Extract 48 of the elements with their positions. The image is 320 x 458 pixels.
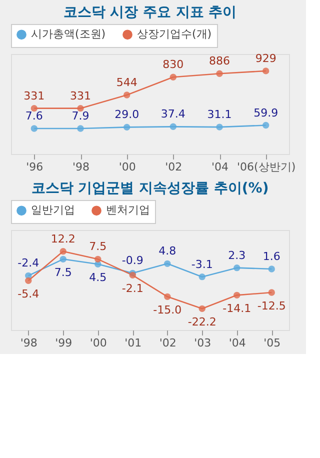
legend-label: 시가총액(조원)	[31, 28, 106, 41]
legend-label: 벤처기업	[106, 204, 150, 217]
data-label: -14.1	[222, 302, 252, 316]
data-label: 37.4	[160, 108, 186, 121]
x-tick-label: '98	[20, 336, 38, 350]
x-tick-label: '04	[228, 336, 246, 350]
data-label: -22.2	[188, 316, 216, 329]
data-label: 929	[255, 52, 276, 65]
data-label: 2.3	[228, 248, 246, 262]
data-label: -3.1	[191, 258, 213, 271]
data-label: 1.6	[262, 250, 280, 263]
data-label: 12.2	[50, 232, 76, 246]
data-label: 830	[162, 58, 184, 72]
data-label: -2.1	[122, 282, 144, 296]
data-label: 7.9	[72, 110, 90, 123]
data-label: 7.5	[89, 240, 107, 254]
x-tick-label: '03	[194, 336, 212, 350]
chart-title: 코스닥 기업군별 지속성장률 추이(%)	[31, 180, 269, 196]
data-label: 4.8	[158, 244, 176, 258]
x-tick-label: '00	[90, 336, 107, 350]
data-label: 29.0	[114, 108, 140, 122]
x-tick-label: '98	[72, 160, 90, 174]
data-label: -5.4	[18, 288, 40, 301]
x-tick-label: '02	[165, 160, 182, 174]
x-tick-label: '06(상반기)	[237, 160, 296, 174]
data-label: 886	[209, 54, 230, 68]
data-label: 4.5	[89, 271, 107, 284]
data-label: -12.5	[257, 300, 286, 312]
x-tick-label: '02	[159, 336, 176, 350]
data-label: -0.9	[122, 254, 144, 268]
x-tick-label: '01	[124, 336, 142, 350]
chart-title: 코스닥 시장 주요 지표 추이	[63, 4, 237, 20]
x-tick-label: '05	[264, 336, 281, 350]
data-label: 31.1	[207, 108, 232, 122]
legend-label: 상장기업수(개)	[137, 28, 212, 41]
data-label: 544	[116, 76, 138, 89]
x-tick-label: '04	[211, 160, 229, 174]
data-label: 331	[70, 89, 91, 102]
data-label: -15.0	[153, 304, 182, 317]
x-tick-label: '99	[55, 336, 72, 350]
data-label: 59.9	[254, 106, 278, 120]
data-label: 7.5	[54, 266, 72, 280]
x-tick-label: '96	[26, 160, 44, 174]
data-label: -2.4	[18, 256, 40, 270]
data-label: 331	[24, 89, 45, 102]
data-label: 7.6	[25, 110, 43, 123]
legend-label: 일반기업	[31, 204, 75, 217]
x-tick-label: '00	[118, 160, 136, 174]
